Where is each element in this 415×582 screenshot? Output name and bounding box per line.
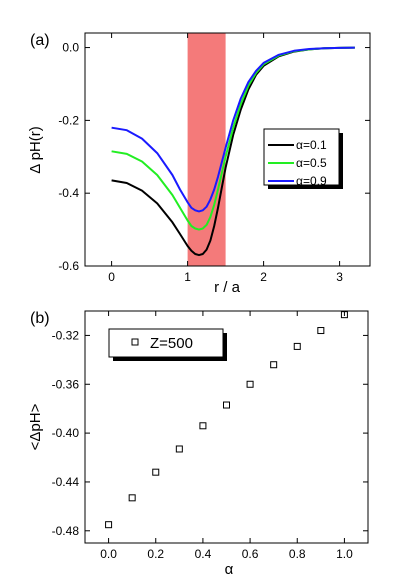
data-point [293,342,301,350]
legend-label: α=0.9 [296,174,327,188]
panel-a-shaded-region [187,33,226,266]
panel-a: (a) 0 1 2 3 0.0 -0.2 -0.4 -0.6 r / a Δ pH(r) α=… [27,32,371,296]
data-point [128,494,136,502]
y-tick-label: -0.48 [52,524,80,538]
panel-b-points [105,311,348,529]
legend-box [108,328,224,358]
panel-a-legend: α=0.1 α=0.5 α=0.9 [263,128,343,189]
data-point [270,361,278,369]
panel-a-frame [84,32,371,267]
panel-a-y-axis-label: Δ pH(r) [27,126,44,174]
panel-b-y-axis-label: <ΔpH> [27,403,44,450]
x-tick-label: 1.0 [336,547,353,561]
y-tick-label: 0.0 [62,41,79,55]
data-point [223,401,230,409]
y-tick-label: -0.4 [58,186,79,200]
panel-b-frame [84,310,369,544]
y-tick-label: -0.32 [52,328,80,342]
y-tick-label: -0.40 [52,426,80,440]
y-tick-label: -0.44 [52,475,80,489]
panel-a-x-axis-label: r / a [214,279,240,296]
data-point [317,327,325,335]
x-tick-label: 0.2 [147,547,164,561]
x-tick-label: 0.0 [100,547,117,561]
x-tick-label: 0.8 [289,547,306,561]
legend-label: α=0.5 [296,156,327,170]
x-tick-label: 3 [336,270,343,284]
panel-a-axes: 0 1 2 3 0.0 -0.2 -0.4 -0.6 [58,33,370,284]
legend-marker [131,338,139,346]
x-tick-label: 0.4 [195,547,212,561]
x-tick-label: 0 [108,270,115,284]
series-line-2 [111,46,355,213]
legend-box [263,128,340,186]
panel-b: (b) 0.0 0.2 0.4 0.6 0.8 1.0 -0.32 -0.36 -0.40 -0.… [27,310,369,578]
panel-b-legend: Z=500 [108,328,227,361]
data-point [105,521,113,529]
panel-a-series [111,46,355,257]
x-tick-label: 2 [260,270,267,284]
x-tick-label: 0.6 [242,547,259,561]
data-point [246,380,254,388]
panel-b-label: (b) [30,310,50,327]
y-tick-label: -0.6 [58,259,79,273]
legend-label: Z=500 [150,335,193,352]
data-point [152,468,160,476]
x-tick-label: 1 [184,270,191,284]
y-tick-label: -0.2 [58,113,79,127]
panel-b-x-axis-label: α [225,561,234,578]
y-tick-label: -0.36 [52,377,80,391]
legend-label: α=0.1 [296,138,327,152]
panel-b-axes: 0.0 0.2 0.4 0.6 0.8 1.0 -0.32 -0.36 -0.40 -0.44 -0… [52,311,368,561]
data-point [199,422,207,430]
data-point [175,445,183,453]
panel-a-label: (a) [30,32,50,49]
